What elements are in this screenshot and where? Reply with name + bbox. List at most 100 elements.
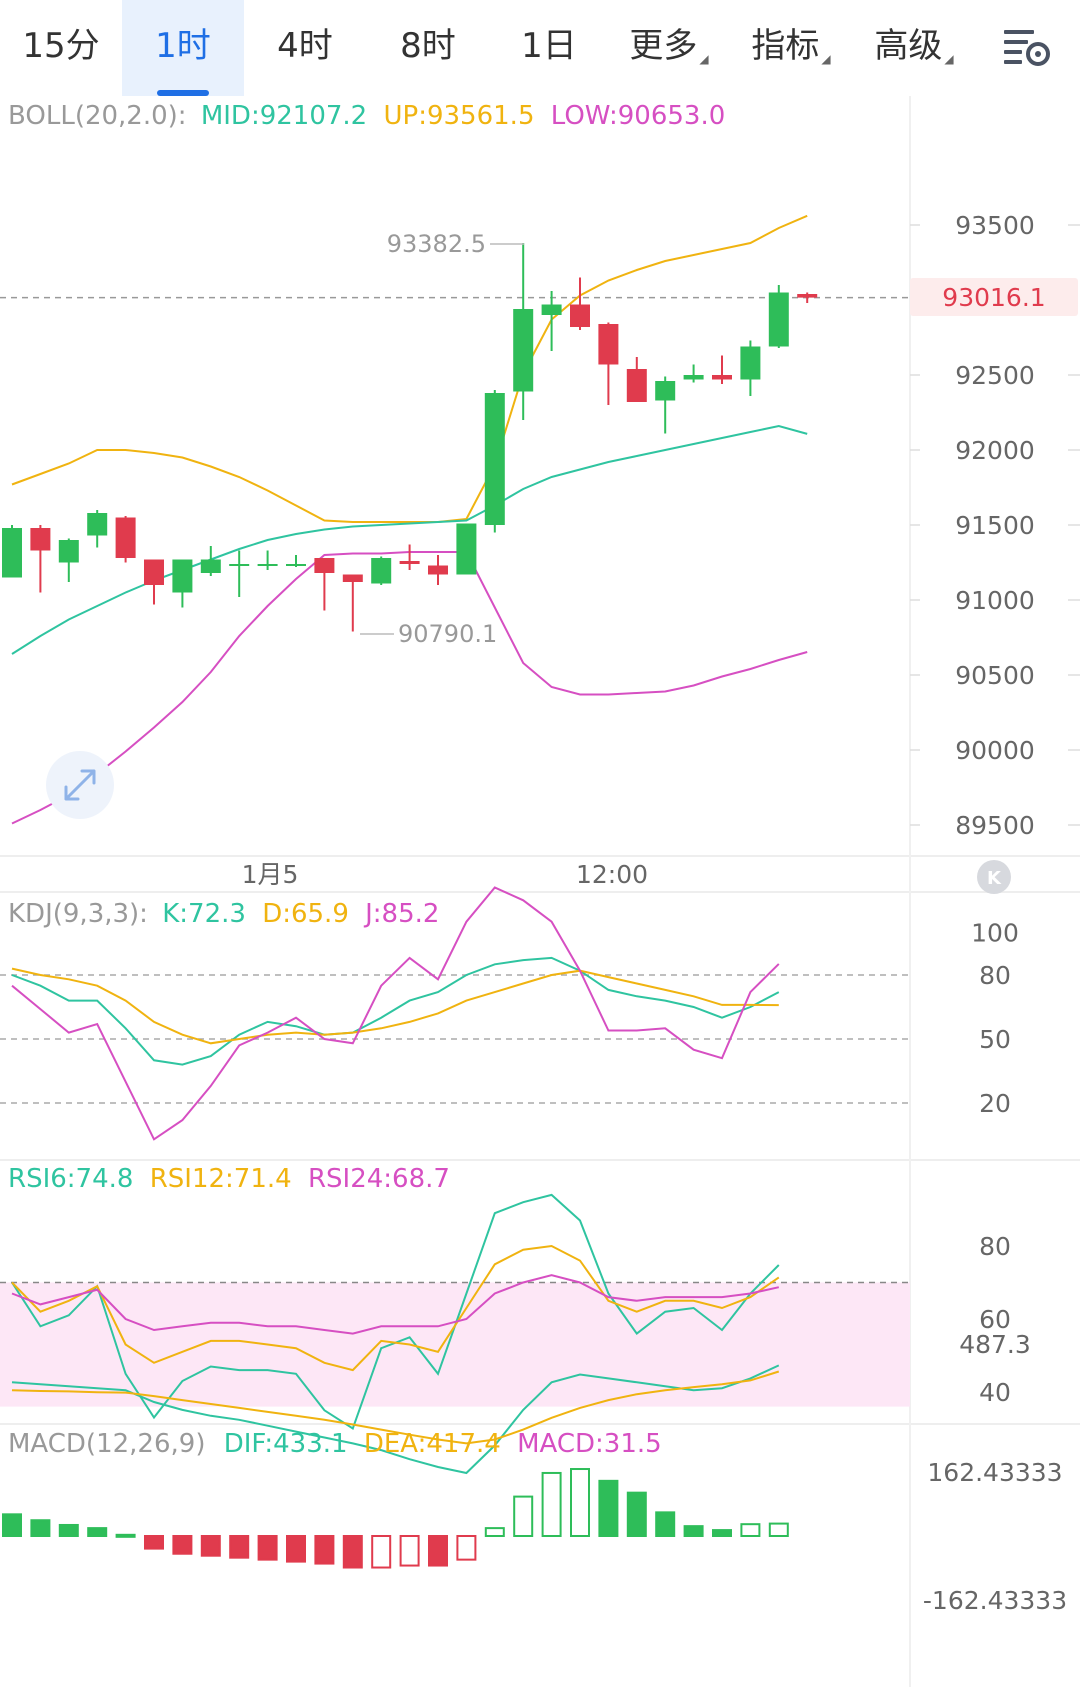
- tab-label: 4时: [277, 26, 333, 66]
- collapse-k-icon[interactable]: K: [977, 860, 1011, 894]
- chart-settings-icon[interactable]: [1000, 22, 1056, 72]
- rsi-legend: RSI6:74.8 RSI12:71.4 RSI24:68.7: [8, 1164, 450, 1194]
- chart-labels: BOLL(20,2.0): MID:92107.2 UP:93561.5 LOW…: [8, 101, 1078, 1459]
- tab-1[interactable]: 1时: [122, 0, 244, 96]
- boll-lower-line: [11, 551, 808, 825]
- macd-dea-line: [11, 1370, 780, 1445]
- tab-label: 8时: [400, 26, 456, 66]
- timeframe-tab-bar: 15分 1时 4时 8时 1日 更多 ◢ 指标 ◢ 高级 ◢: [0, 0, 1080, 96]
- rsi12: RSI12:71.4: [150, 1164, 292, 1194]
- rsi-panel: 80 60 40: [0, 1193, 1011, 1431]
- tab-3[interactable]: 8时: [366, 0, 490, 96]
- rsi12-line: [11, 1244, 780, 1372]
- candle-body: [371, 558, 392, 584]
- macd-dif-line: [11, 1364, 780, 1475]
- tab-6[interactable]: 指标 ◢: [730, 0, 852, 96]
- candle-body: [399, 561, 420, 564]
- dropdown-caret-icon: ◢: [821, 52, 831, 66]
- macd-histogram-bar: [740, 1523, 761, 1538]
- kdj-legend: KDJ(9,3,3): K:72.3 D:65.9 J:85.2: [8, 899, 439, 929]
- expand-arrows-icon[interactable]: [46, 751, 114, 819]
- price-tick-label: 92500: [955, 361, 1035, 390]
- tab-label: 高级: [874, 26, 943, 66]
- candle-body: [115, 517, 136, 558]
- boll-prefix: BOLL(20,2.0):: [8, 101, 187, 131]
- macd-histogram-bar: [257, 1535, 278, 1561]
- trading-chart[interactable]: 93500 92500 92000 91500 91000 90500 90000 89500…: [0, 96, 1080, 1687]
- candle-body: [2, 528, 22, 578]
- rsi6: RSI6:74.8: [8, 1164, 133, 1194]
- macd-histogram-bar: [428, 1535, 448, 1567]
- tab-7[interactable]: 高级 ◢: [852, 0, 976, 96]
- candle-body: [30, 528, 51, 551]
- macd-histogram-bar: [2, 1513, 22, 1538]
- macd-histogram-bar: [144, 1535, 164, 1550]
- candle-body: [598, 324, 619, 365]
- candle-body: [58, 540, 79, 563]
- price-tick-label: 91500: [955, 511, 1035, 540]
- tab-2[interactable]: 4时: [244, 0, 366, 96]
- candle-body: [428, 565, 448, 575]
- macd-tick-label: -162.43333: [923, 1586, 1067, 1615]
- high-annotation: 93382.5: [387, 230, 524, 258]
- macd-histogram-bar: [513, 1495, 534, 1538]
- macd-histogram-bar: [768, 1522, 789, 1537]
- macd-value: MACD:31.5: [517, 1429, 662, 1459]
- time-label-day: 1月5: [242, 860, 299, 889]
- low-annotation: 90790.1: [360, 620, 497, 648]
- boll-upper-line: [11, 214, 808, 523]
- tab-label: 更多: [629, 26, 698, 66]
- candle-body: [712, 375, 732, 380]
- kdj-tick-label: 50: [979, 1025, 1011, 1054]
- kdj-j-line: [11, 886, 780, 1141]
- macd-prefix: MACD(12,26,9): [8, 1429, 205, 1459]
- tab-0[interactable]: 15分: [0, 0, 122, 96]
- macd-histogram-bar: [598, 1479, 619, 1537]
- macd-histogram-bar: [626, 1491, 647, 1538]
- kdj-tick-label: 80: [979, 961, 1011, 990]
- price-tick-label: 90500: [955, 661, 1035, 690]
- rsi-band: [0, 1282, 910, 1407]
- macd-dif: DIF:433.1: [224, 1429, 348, 1459]
- active-tab-indicator: [157, 90, 209, 96]
- price-tick-label: 91000: [955, 586, 1035, 615]
- time-label-noon: 12:00: [576, 860, 648, 889]
- candle-body: [144, 559, 164, 585]
- macd-histogram-bar: [30, 1519, 51, 1538]
- boll-legend: BOLL(20,2.0): MID:92107.2 UP:93561.5 LOW…: [8, 101, 725, 131]
- candle-body: [456, 523, 477, 575]
- candle-body: [768, 292, 789, 347]
- candlestick-panel: [0, 214, 910, 825]
- candle-body: [229, 564, 250, 566]
- candle-body: [172, 559, 193, 593]
- macd-histogram-bar: [399, 1535, 420, 1567]
- candle-body: [683, 375, 704, 380]
- macd-histogram-bar: [712, 1529, 732, 1537]
- macd-histogram-bar: [541, 1471, 562, 1537]
- price-tick-label: 90000: [955, 736, 1035, 765]
- macd-histogram-bar: [115, 1533, 136, 1538]
- tab-4[interactable]: 1日: [490, 0, 608, 96]
- kdj-tick-label: 20: [979, 1089, 1011, 1118]
- tab-label: 1日: [521, 26, 577, 66]
- chart-grid: 93500 92500 92000 91500 91000 90500 90000 89500: [0, 96, 1080, 1687]
- candle-body: [797, 294, 818, 298]
- candle-body: [626, 369, 647, 402]
- macd-histogram-bar: [58, 1523, 79, 1537]
- candle-body: [314, 558, 335, 573]
- rsi24-line: [11, 1274, 780, 1335]
- svg-text:K: K: [987, 868, 1002, 889]
- candle-body: [570, 304, 590, 327]
- high-price-label: 93382.5: [387, 230, 486, 258]
- kdj-prefix: KDJ(9,3,3):: [8, 899, 148, 929]
- kdj-k: K:72.3: [162, 899, 246, 929]
- kdj-tick-label: 100: [971, 918, 1019, 947]
- rsi-tick-label: 60: [979, 1305, 1011, 1334]
- candle-body: [200, 559, 221, 573]
- boll-up: UP:93561.5: [384, 101, 535, 131]
- candle-body: [655, 381, 676, 401]
- tab-5[interactable]: 更多 ◢: [608, 0, 730, 96]
- macd-dea: DEA:417.4: [364, 1429, 501, 1459]
- dropdown-caret-icon: ◢: [944, 52, 954, 66]
